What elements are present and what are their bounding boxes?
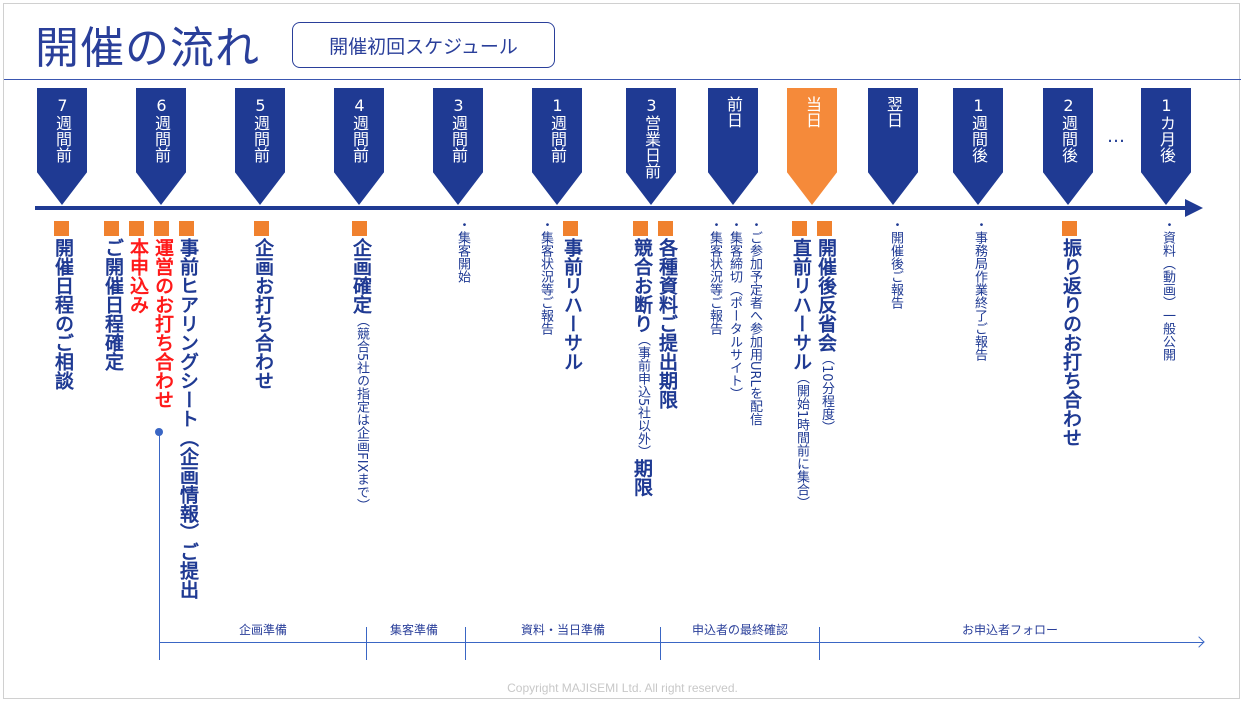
orange-square-icon [658,221,673,236]
marker-label: 4週間前 [350,96,369,163]
task-text: ・資料（動画）一般公開 [1160,218,1175,361]
task-text: ・ご参加予定者へ参加用URLを配信 [747,218,762,426]
task-text: 企画確定 [350,238,372,314]
task-text: 開催日程のご相談 [52,238,74,390]
task-item: 競合お断り（事前申込5社以外）期限 [631,238,653,497]
task-item: ・集客開始 [454,218,470,283]
task-text: ・開催後ご報告 [888,218,903,309]
marker-label: 6週間前 [152,96,171,163]
orange-square-icon [352,221,367,236]
task-item: ・事務局作業終了ご報告 [971,218,987,361]
task-text: 本申込み [127,238,149,314]
task-item: 開催日程のご相談 [52,238,74,390]
task-text: 直前リハーサル [790,238,812,371]
copyright: Copyright MAJISEMI Ltd. All right reserv… [507,681,738,695]
orange-square-icon [563,221,578,236]
task-text: ・集客締切（ポータルサイト） [727,218,742,400]
task-item: 企画確定（競合5社の指定は企画FIXまで） [350,238,372,512]
phase-divider [819,627,820,660]
task-text: 期限 [631,458,653,497]
task-item: ・開催後ご報告 [887,218,903,309]
orange-square-icon [54,221,69,236]
task-text: 企画お打ち合わせ [252,238,274,390]
task-item: 運営のお打ち合わせ [152,238,174,409]
orange-square-icon [104,221,119,236]
task-text: （事前申込5社以外） [635,333,650,459]
task-item: ・集客状況等ご報告 [706,218,722,335]
marker-label: 7週間前 [53,96,72,163]
orange-square-icon [1062,221,1077,236]
task-text: 事前リハーサル [561,238,583,371]
header-divider [4,79,1241,80]
orange-square-icon [817,221,832,236]
phase-label: お申込者フォロー [961,623,1059,637]
task-text: （10分程度） [819,352,834,434]
task-item: 事前リハーサル [561,238,583,371]
phase-label: 申込者の最終確認 [691,623,789,637]
task-text: 開催後反省会 [815,238,837,352]
task-item: ご開催日程確定 [102,238,124,371]
phase-label: 資料・当日準備 [520,623,606,637]
task-text: （競合5社の指定は企画FIXまで） [354,314,369,512]
phase-divider [366,627,367,660]
timeline-axis [35,206,1187,210]
phase-label: 集客準備 [389,623,439,637]
marker-label: 3週間前 [449,96,468,163]
task-item: 企画お打ち合わせ [252,238,274,390]
marker-label: 2週間後 [1059,96,1078,163]
orange-square-icon [179,221,194,236]
orange-square-icon [254,221,269,236]
marker-label: 翌日 [884,96,903,128]
timeline-ellipsis: … [1107,126,1125,147]
marker-label: 1カ月後 [1157,96,1176,163]
orange-square-icon [129,221,144,236]
marker-label: 3営業日前 [642,96,661,179]
task-item: 事前ヒアリングシート（企画情報）ご提出 [177,238,199,599]
task-text: ・集客状況等ご報告 [707,218,722,335]
task-item: ・集客締切（ポータルサイト） [726,218,742,400]
marker-label: 前日 [724,96,743,128]
slide-frame [3,3,1240,699]
phase-axis [159,642,1203,643]
task-text: ご開催日程確定 [102,238,124,371]
task-item: 各種資料ご提出期限 [656,238,678,409]
task-text: 競合お断り [631,238,653,333]
task-item: 振り返りのお打ち合わせ [1060,238,1082,447]
task-item: ・資料（動画）一般公開 [1159,218,1175,361]
task-text: 運営のお打ち合わせ [152,238,174,409]
phase-divider [660,627,661,660]
phase-start-line [159,432,160,660]
task-item: ・ご参加予定者へ参加用URLを配信 [746,218,762,426]
orange-square-icon [154,221,169,236]
orange-square-icon [792,221,807,236]
task-text: 各種資料ご提出期限 [656,238,678,409]
task-text: ・集客開始 [455,218,470,283]
phase-label: 企画準備 [238,623,288,637]
marker-label: 当日 [803,96,822,128]
task-item: 本申込み [127,238,149,314]
task-item: ・集客状況等ご報告 [537,218,553,335]
phase-divider [465,627,466,660]
task-text: 事前ヒアリングシート（企画情報）ご提出 [177,238,199,599]
timeline-arrow-icon [1185,199,1203,217]
page-title: 開催の流れ [35,23,260,74]
task-text: ・集客状況等ご報告 [538,218,553,335]
schedule-badge: 開催初回スケジュール [292,22,555,68]
marker-label: 1週間前 [548,96,567,163]
marker-label: 1週間後 [969,96,988,163]
task-item: 直前リハーサル（開始1時間前に集合） [790,238,812,510]
marker-label: 5週間前 [251,96,270,163]
task-text: ・事務局作業終了ご報告 [972,218,987,361]
phase-divider [159,627,160,660]
task-text: 振り返りのお打ち合わせ [1060,238,1082,447]
task-text: （開始1時間前に集合） [794,371,809,510]
orange-square-icon [633,221,648,236]
task-item: 開催後反省会（10分程度） [815,238,837,434]
